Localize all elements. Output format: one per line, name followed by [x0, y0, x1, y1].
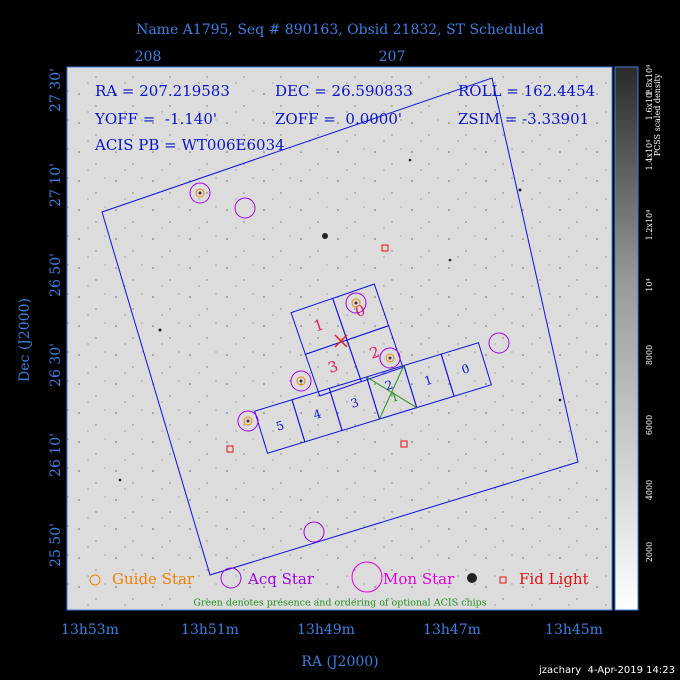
colorbar-label: PCSS scaled density	[653, 73, 662, 156]
optional-chip-label: 1	[389, 389, 400, 405]
colorbar-tick-label: 1.2x10⁴	[645, 210, 654, 241]
bottom-tick-label: 13h45m	[545, 622, 603, 638]
colorbar-tick-label: 8000	[645, 345, 654, 365]
legend-label: Guide Star	[112, 570, 195, 588]
legend-label: Acq Star	[247, 570, 315, 588]
roll-info: ROLL = 162.4454	[458, 82, 595, 100]
colorbar-tick-label: 10⁴	[645, 278, 654, 291]
colorbar-tick-label: 1.8x10⁴	[645, 65, 654, 96]
colorbar-tick-label: 4000	[645, 480, 654, 500]
legend-label: Mon Star	[383, 570, 455, 588]
left-tick-label: 26 50'	[48, 253, 64, 297]
field-stars	[118, 158, 562, 583]
colorbar-tick-label: 2000	[645, 542, 654, 562]
colorbar-tick-label: 1.4x10⁴	[645, 140, 654, 171]
bottom-tick-label: 13h51m	[181, 622, 239, 638]
bottom-tick-label: 13h49m	[297, 622, 355, 638]
acis-s-array: 5 4 3 2 1 0 1	[254, 342, 492, 454]
top-tick-label: 208	[135, 49, 162, 65]
title: Name A1795, Seq # 890163, Obsid 21832, S…	[136, 22, 544, 38]
ra-info: RA = 207.219583	[95, 82, 230, 100]
x-axis-label: RA (J2000)	[301, 654, 378, 670]
left-tick-label: 26 10'	[48, 433, 64, 477]
chip-label: 2	[383, 377, 394, 393]
field-of-view	[101, 77, 579, 576]
bottom-tick-label: 13h53m	[61, 622, 119, 638]
legend-label: Fid Light	[519, 570, 589, 588]
dec-info: DEC = 26.590833	[275, 82, 413, 100]
chip-label: 4	[312, 407, 324, 423]
aimpoint	[334, 334, 348, 348]
guide-stars	[189, 182, 401, 432]
yoff-info: YOFF = -1.140'	[94, 110, 217, 128]
colorbar	[614, 66, 639, 611]
chip-label: 1	[423, 373, 434, 389]
zoff-info: ZOFF = 0.0000'	[275, 110, 402, 128]
acq-stars	[234, 197, 510, 543]
legend: Guide Star Acq Star Mon Star Fid Light	[89, 561, 589, 593]
colorbar-labels: 2000 4000 6000 8000 10⁴ 1.2x10⁴ 1.4x10⁴ 1.6x10⁴…	[645, 65, 654, 562]
y-axis-label: Dec (J2000)	[17, 298, 33, 382]
note: Green denotes presence and ordering of o…	[193, 598, 486, 609]
acis-pb-info: ACIS PB = WT006E6034	[94, 136, 285, 154]
colorbar-tick-label: 6000	[645, 415, 654, 435]
chip-label: 3	[349, 395, 360, 411]
fid-lights	[226, 244, 408, 453]
colorbar-tick-label: 1.6x10⁴	[645, 90, 654, 121]
chip-label: 5	[274, 418, 285, 434]
left-tick-label: 25 50'	[48, 523, 64, 567]
top-tick-label: 207	[379, 49, 406, 65]
zsim-info: ZSIM = -3.33901	[458, 110, 589, 128]
left-tick-label: 26 30'	[48, 343, 64, 387]
left-tick-label: 27 30'	[48, 68, 64, 112]
bottom-tick-label: 13h47m	[423, 622, 481, 638]
chip-label: 0	[460, 361, 471, 377]
left-tick-label: 27 10'	[48, 163, 64, 207]
footer: jzachary 4-Apr-2019 14:23	[538, 665, 675, 676]
